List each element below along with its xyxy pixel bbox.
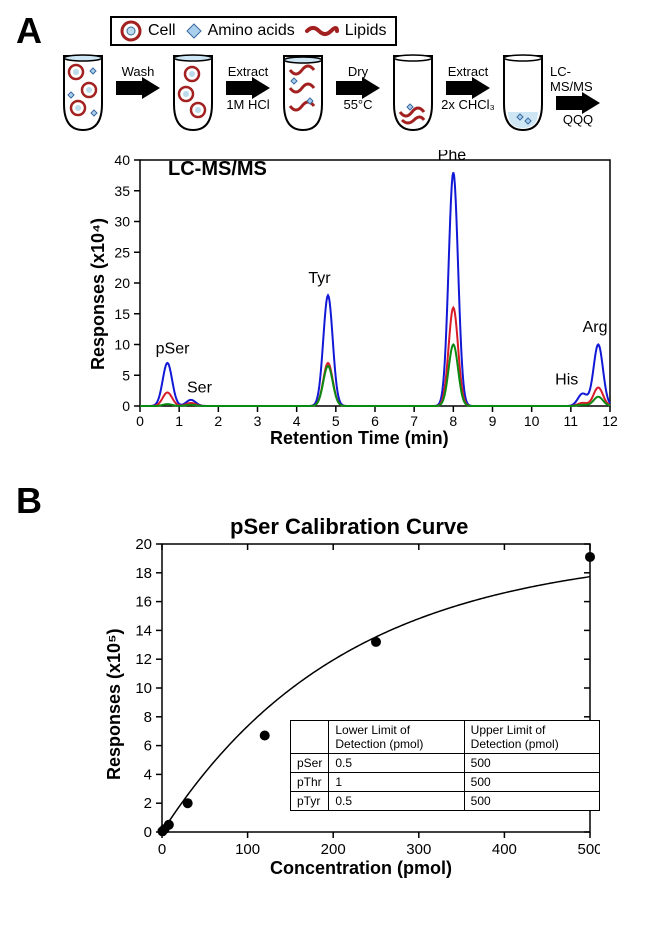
svg-text:10: 10 bbox=[524, 413, 540, 429]
svg-text:20: 20 bbox=[114, 275, 130, 291]
tube-3 bbox=[280, 54, 326, 132]
calibration-chart: 010020030040050002468101214161820 pSer C… bbox=[100, 520, 600, 880]
chart-b-ylabel: Responses (x10⁵) bbox=[104, 628, 125, 780]
arrow-icon bbox=[446, 77, 490, 99]
svg-text:Phe: Phe bbox=[438, 150, 467, 164]
chart-a-ylabel: Responses (x10⁴) bbox=[88, 218, 109, 370]
svg-text:18: 18 bbox=[135, 565, 152, 582]
aa-icon bbox=[186, 23, 202, 39]
workflow: Wash Extract 1M HCl bbox=[60, 54, 606, 132]
table-header-empty bbox=[291, 721, 329, 754]
panel-b: B 0 100 200 300 400 500 0 2 4 6 8 10 12 14 16 18 20 pSer… bbox=[10, 480, 642, 920]
step-5-top: LC-MS/MS bbox=[550, 64, 606, 94]
svg-text:8: 8 bbox=[449, 413, 457, 429]
chromatogram-svg: 01234567891011120510152025303540pSerSerT… bbox=[80, 150, 620, 450]
step-4-bot: 2x CHCl₃ bbox=[441, 97, 495, 112]
svg-text:200: 200 bbox=[321, 841, 346, 858]
svg-text:0: 0 bbox=[144, 824, 152, 841]
arrow-icon bbox=[336, 77, 380, 99]
step-2-bot: 1M HCl bbox=[226, 97, 269, 112]
svg-text:35: 35 bbox=[114, 183, 130, 199]
legend-aa: Amino acids bbox=[186, 22, 295, 40]
chart-a-title: LC-MS/MS bbox=[168, 158, 267, 181]
svg-text:11: 11 bbox=[564, 413, 579, 429]
svg-text:500: 500 bbox=[577, 841, 600, 858]
lipid-icon bbox=[305, 23, 339, 39]
svg-text:40: 40 bbox=[114, 152, 130, 168]
svg-text:12: 12 bbox=[602, 413, 618, 429]
svg-text:0: 0 bbox=[136, 413, 144, 429]
legend-box: Cell Amino acids Lipids bbox=[110, 16, 397, 46]
limits-table: Lower Limit of Detection (pmol) Upper Li… bbox=[290, 720, 600, 811]
svg-text:20: 20 bbox=[135, 536, 152, 553]
svg-text:16: 16 bbox=[135, 594, 152, 611]
svg-text:Ser: Ser bbox=[187, 379, 213, 396]
svg-text:6: 6 bbox=[371, 413, 379, 429]
svg-text:His: His bbox=[555, 371, 578, 388]
chart-b-title: pSer Calibration Curve bbox=[230, 514, 468, 540]
svg-text:15: 15 bbox=[114, 306, 130, 322]
svg-text:300: 300 bbox=[406, 841, 431, 858]
workflow-step-1: Wash bbox=[110, 64, 166, 97]
svg-text:30: 30 bbox=[114, 214, 130, 230]
cell-icon bbox=[120, 20, 142, 42]
svg-text:pSer: pSer bbox=[156, 341, 190, 358]
table-row: pThr 1 500 bbox=[291, 773, 600, 792]
table-row: pTyr 0.5 500 bbox=[291, 792, 600, 811]
svg-text:5: 5 bbox=[122, 367, 130, 383]
svg-text:6: 6 bbox=[144, 738, 152, 755]
svg-text:2: 2 bbox=[144, 795, 152, 812]
arrow-icon bbox=[556, 92, 600, 114]
calibration-svg: 0 100 200 300 400 500 0 2 4 6 8 10 12 14 16 18 20 bbox=[100, 520, 600, 880]
legend-cell: Cell bbox=[120, 20, 176, 42]
step-5-bot: QQQ bbox=[563, 112, 593, 127]
figure: A Cell Amino acids Lipids bbox=[10, 10, 642, 920]
svg-text:3: 3 bbox=[254, 413, 262, 429]
tube-2 bbox=[170, 54, 216, 132]
workflow-step-4: Extract 2x CHCl₃ bbox=[440, 64, 496, 112]
svg-text:12: 12 bbox=[135, 651, 152, 668]
svg-text:Tyr: Tyr bbox=[308, 270, 331, 287]
svg-text:Arg: Arg bbox=[583, 319, 608, 336]
table-header-upper: Upper Limit of Detection (pmol) bbox=[464, 721, 599, 754]
svg-text:8: 8 bbox=[144, 709, 152, 726]
svg-text:7: 7 bbox=[410, 413, 418, 429]
svg-text:4: 4 bbox=[293, 413, 301, 429]
arrow-icon bbox=[116, 77, 160, 99]
legend-lipids-label: Lipids bbox=[345, 22, 387, 40]
tube-1 bbox=[60, 54, 106, 132]
svg-text:0: 0 bbox=[158, 841, 166, 858]
panel-a-label: A bbox=[16, 10, 42, 52]
table-row: pSer 0.5 500 bbox=[291, 754, 600, 773]
table-header-row: Lower Limit of Detection (pmol) Upper Li… bbox=[291, 721, 600, 754]
svg-text:400: 400 bbox=[492, 841, 517, 858]
tube-4 bbox=[390, 54, 436, 132]
svg-text:14: 14 bbox=[135, 622, 152, 639]
panel-a: A Cell Amino acids Lipids bbox=[10, 10, 642, 470]
legend-aa-label: Amino acids bbox=[208, 22, 295, 40]
step-3-bot: 55°C bbox=[343, 97, 372, 112]
svg-text:25: 25 bbox=[114, 244, 130, 260]
svg-text:100: 100 bbox=[235, 841, 260, 858]
workflow-step-5: LC-MS/MS QQQ bbox=[550, 64, 606, 127]
tube-5 bbox=[500, 54, 546, 132]
workflow-step-2: Extract 1M HCl bbox=[220, 64, 276, 112]
svg-text:0: 0 bbox=[122, 398, 130, 414]
svg-text:5: 5 bbox=[332, 413, 340, 429]
arrow-icon bbox=[226, 77, 270, 99]
svg-text:9: 9 bbox=[489, 413, 497, 429]
legend-lipids: Lipids bbox=[305, 22, 387, 40]
svg-text:1: 1 bbox=[175, 413, 183, 429]
table-header-lower: Lower Limit of Detection (pmol) bbox=[329, 721, 464, 754]
svg-text:10: 10 bbox=[114, 337, 130, 353]
chromatogram-chart: 01234567891011120510152025303540pSerSerT… bbox=[80, 150, 620, 450]
svg-text:2: 2 bbox=[214, 413, 222, 429]
svg-text:4: 4 bbox=[144, 766, 152, 783]
chart-a-xlabel: Retention Time (min) bbox=[270, 428, 449, 449]
legend-cell-label: Cell bbox=[148, 22, 176, 40]
workflow-step-3: Dry 55°C bbox=[330, 64, 386, 112]
panel-b-label: B bbox=[16, 480, 42, 522]
chart-b-xlabel: Concentration (pmol) bbox=[270, 858, 452, 879]
svg-text:10: 10 bbox=[135, 680, 152, 697]
